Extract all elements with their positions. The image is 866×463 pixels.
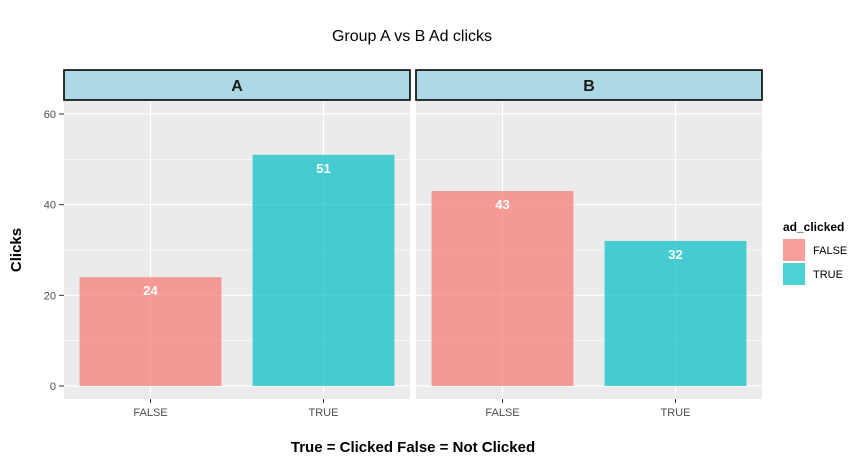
- bar-a-false: [79, 277, 222, 386]
- legend-title: ad_clicked: [783, 220, 844, 234]
- x-tick-label: TRUE: [661, 407, 691, 419]
- y-tick-label: 60: [44, 109, 56, 121]
- legend-key-true: [783, 263, 805, 285]
- facet-strip: [415, 69, 763, 101]
- x-tick-label: TRUE: [309, 407, 339, 419]
- y-tick-label: 40: [44, 200, 56, 212]
- legend-label-false: FALSE: [813, 245, 847, 257]
- bar-b-true: [604, 240, 747, 386]
- bar-value-label: 51: [316, 161, 330, 176]
- chart-title: Group A vs B Ad clicks: [332, 28, 492, 45]
- facet-strip-label: B: [583, 78, 595, 95]
- legend: ad_clicked FALSE TRUE: [783, 220, 847, 285]
- bar-b-false: [431, 191, 574, 386]
- x-tick-label: FALSE: [485, 407, 519, 419]
- bar-a-true: [252, 154, 395, 386]
- bar-value-label: 24: [143, 283, 158, 298]
- x-tick-label: FALSE: [133, 407, 167, 419]
- x-axis-title: True = Clicked False = Not Clicked: [291, 439, 535, 456]
- facet-b: B 43 FALSE 32 TRUE: [415, 69, 763, 419]
- bar-value-label: 32: [668, 247, 682, 262]
- legend-label-true: TRUE: [813, 269, 843, 281]
- y-axis-title: Clicks: [8, 228, 25, 272]
- facet-strip: [63, 69, 411, 101]
- y-tick-label: 0: [50, 381, 56, 393]
- y-tick-label: 20: [44, 290, 56, 302]
- facet-a: A 24 FALSE 51 TRUE: [63, 69, 411, 419]
- facet-panels: 0 20 40 60 A 24 FALSE 51 TRUE B 43 FALSE 32 TRUE: [44, 69, 763, 419]
- bar-value-label: 43: [495, 197, 509, 212]
- facet-strip-label: A: [231, 78, 243, 95]
- legend-key-false: [783, 239, 805, 261]
